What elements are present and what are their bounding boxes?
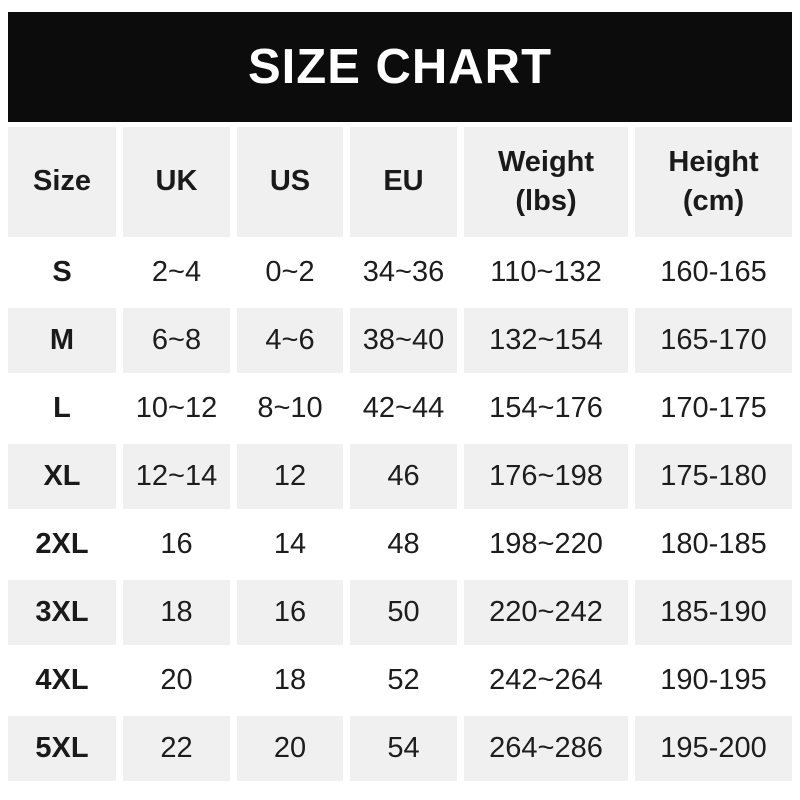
table-cell: 132~154: [464, 308, 628, 373]
table-cell: 54: [350, 716, 457, 781]
size-table: Size UK US EU Weight (lbs) Height (cm) S…: [8, 127, 792, 781]
page-title: SIZE CHART: [248, 39, 552, 94]
table-cell: XL: [8, 444, 116, 509]
table-row-m: M 6~8 4~6 38~40 132~154 165-170: [8, 308, 792, 373]
table-cell: 38~40: [350, 308, 457, 373]
table-header-row: Size UK US EU Weight (lbs) Height (cm): [8, 127, 792, 237]
table-cell: 264~286: [464, 716, 628, 781]
header-eu: EU: [350, 127, 457, 237]
table-cell: L: [8, 376, 116, 441]
table-row-3xl: 3XL 18 16 50 220~242 185-190: [8, 580, 792, 645]
table-cell: 46: [350, 444, 457, 509]
table-cell: 2XL: [8, 512, 116, 577]
table-cell: S: [8, 240, 116, 305]
table-cell: 175-180: [635, 444, 792, 509]
table-cell: 195-200: [635, 716, 792, 781]
title-banner: SIZE CHART: [8, 12, 792, 122]
table-cell: 22: [123, 716, 230, 781]
table-cell: 16: [123, 512, 230, 577]
header-size: Size: [8, 127, 116, 237]
table-cell: 198~220: [464, 512, 628, 577]
table-cell: 6~8: [123, 308, 230, 373]
table-cell: 12: [237, 444, 343, 509]
table-cell: 48: [350, 512, 457, 577]
table-cell: 34~36: [350, 240, 457, 305]
table-cell: 4~6: [237, 308, 343, 373]
table-cell: 220~242: [464, 580, 628, 645]
table-row-s: S 2~4 0~2 34~36 110~132 160-165: [8, 240, 792, 305]
table-cell: 18: [237, 648, 343, 713]
table-cell: 160-165: [635, 240, 792, 305]
table-row-4xl: 4XL 20 18 52 242~264 190-195: [8, 648, 792, 713]
table-row-l: L 10~12 8~10 42~44 154~176 170-175: [8, 376, 792, 441]
header-weight: Weight (lbs): [464, 127, 628, 237]
table-cell: 170-175: [635, 376, 792, 441]
table-cell: 50: [350, 580, 457, 645]
header-height: Height (cm): [635, 127, 792, 237]
table-cell: 8~10: [237, 376, 343, 441]
table-cell: 12~14: [123, 444, 230, 509]
header-us: US: [237, 127, 343, 237]
table-cell: 154~176: [464, 376, 628, 441]
table-cell: 176~198: [464, 444, 628, 509]
table-cell: 18: [123, 580, 230, 645]
table-cell: 0~2: [237, 240, 343, 305]
table-row-5xl: 5XL 22 20 54 264~286 195-200: [8, 716, 792, 781]
table-cell: 110~132: [464, 240, 628, 305]
table-cell: M: [8, 308, 116, 373]
table-row-2xl: 2XL 16 14 48 198~220 180-185: [8, 512, 792, 577]
table-cell: 16: [237, 580, 343, 645]
table-cell: 5XL: [8, 716, 116, 781]
table-cell: 20: [237, 716, 343, 781]
table-cell: 2~4: [123, 240, 230, 305]
table-cell: 165-170: [635, 308, 792, 373]
table-cell: 42~44: [350, 376, 457, 441]
table-cell: 14: [237, 512, 343, 577]
table-cell: 242~264: [464, 648, 628, 713]
header-uk: UK: [123, 127, 230, 237]
table-cell: 180-185: [635, 512, 792, 577]
table-cell: 20: [123, 648, 230, 713]
table-cell: 52: [350, 648, 457, 713]
table-cell: 190-195: [635, 648, 792, 713]
table-cell: 10~12: [123, 376, 230, 441]
table-cell: 4XL: [8, 648, 116, 713]
table-row-xl: XL 12~14 12 46 176~198 175-180: [8, 444, 792, 509]
table-cell: 3XL: [8, 580, 116, 645]
table-cell: 185-190: [635, 580, 792, 645]
